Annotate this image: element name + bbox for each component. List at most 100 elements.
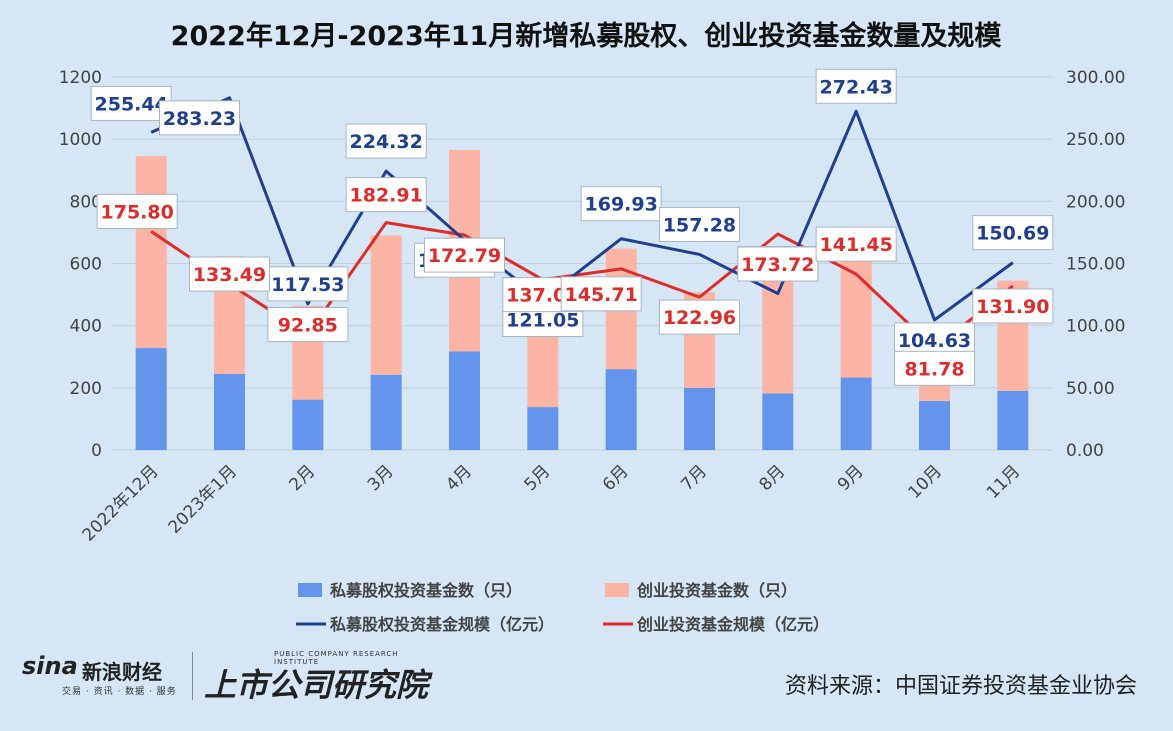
vc-scale-label: 141.45 xyxy=(820,234,893,256)
x-axis-tick: 8月 xyxy=(756,461,790,495)
right-axis-tick: 250.00 xyxy=(1066,130,1125,150)
data-label-box xyxy=(345,177,427,213)
data-labels: 255.44283.23117.53224.32168.75121.05169.… xyxy=(90,68,1054,386)
sina-finance-logo: sina 新浪财经 交易 · 资讯 · 数据 · 服务 xyxy=(22,650,182,700)
right-axis-tick: 50.00 xyxy=(1066,379,1115,399)
x-axis-tick: 6月 xyxy=(599,461,633,495)
data-label-box xyxy=(815,226,897,262)
x-axis-tick: 3月 xyxy=(364,461,398,495)
x-axis-tick: 2023年1月 xyxy=(165,461,241,537)
logo-divider xyxy=(192,652,193,700)
x-axis-tick: 9月 xyxy=(834,461,868,495)
pe-scale-label: 224.32 xyxy=(350,131,423,153)
x-axis-tick: 11月 xyxy=(983,461,1024,502)
legend-vc-count-swatch xyxy=(605,583,629,597)
bar-pe-count xyxy=(762,393,794,450)
left-axis-tick: 400 xyxy=(70,317,102,337)
data-label-box xyxy=(560,276,642,312)
data-label-box xyxy=(424,237,505,273)
x-axis-tick: 2022年12月 xyxy=(79,461,163,545)
bar-pe-count xyxy=(997,390,1029,450)
data-label-box xyxy=(659,206,740,242)
pe-scale-label: 104.63 xyxy=(898,330,971,352)
pe-scale-label: 121.05 xyxy=(506,309,579,331)
vc-scale-label: 92.85 xyxy=(278,315,338,337)
vc-scale-label: 173.72 xyxy=(741,254,814,276)
left-axis-tick: 600 xyxy=(70,255,102,275)
data-label-box xyxy=(815,68,897,104)
pe-scale-label: 169.93 xyxy=(585,194,658,216)
right-axis-tick: 300.00 xyxy=(1066,68,1125,88)
pe-scale-label: 150.69 xyxy=(976,223,1049,245)
bar-pe-count xyxy=(527,407,559,450)
data-label-box xyxy=(894,350,975,386)
right-axis-tick: 0.00 xyxy=(1066,441,1104,461)
left-axis-tick: 1000 xyxy=(59,130,102,150)
data-source: 资料来源：中国证券投资基金业协会 xyxy=(784,674,1137,699)
bar-pe-count xyxy=(292,399,324,450)
right-axis-tick: 200.00 xyxy=(1066,192,1125,212)
right-axis-tick: 150.00 xyxy=(1066,255,1125,275)
pe-scale-label: 255.44 xyxy=(95,93,168,115)
left-axis-tick: 800 xyxy=(70,192,102,212)
legend-pe-count-label: 私募股权投资基金数（只） xyxy=(330,581,522,600)
bar-vc-count xyxy=(370,235,402,375)
bar-pe-count xyxy=(214,373,245,450)
data-label-box xyxy=(659,299,740,335)
sina-finance-name: 新浪财经 xyxy=(82,660,162,684)
vc-scale-label: 133.49 xyxy=(193,264,266,286)
vc-scale-label: 122.96 xyxy=(663,307,736,329)
vc-scale-label: 81.78 xyxy=(904,358,964,380)
data-label-box xyxy=(96,193,178,229)
data-label-box xyxy=(159,100,240,136)
x-axis-tick: 5月 xyxy=(521,461,555,495)
data-label-box xyxy=(267,307,349,343)
sina-finance-tagline: 交易 · 资讯 · 数据 · 服务 xyxy=(62,687,177,697)
bar-pe-count xyxy=(605,369,637,450)
bar-pe-count xyxy=(684,387,715,450)
x-axis-tick: 7月 xyxy=(677,461,711,495)
right-axis-tick: 100.00 xyxy=(1066,317,1125,337)
pe-scale-label: 157.28 xyxy=(663,214,736,236)
bar-pe-count xyxy=(840,377,872,450)
pe-scale-label: 283.23 xyxy=(163,108,236,130)
left-axis-tick: 0 xyxy=(91,441,102,461)
bar-pe-count xyxy=(919,400,950,450)
data-label-box xyxy=(580,186,662,222)
legend: 私募股权投资基金数（只） 创业投资基金数（只） 私募股权投资基金规模（亿元） 创业投资… xyxy=(296,581,829,634)
vc-scale-label: 175.80 xyxy=(101,201,174,223)
bar-vc-count xyxy=(840,238,872,378)
bar-pe-count xyxy=(370,374,402,450)
left-axis-tick: 200 xyxy=(70,379,102,399)
bar-pe-count xyxy=(135,348,167,450)
legend-pe-count-swatch xyxy=(298,583,322,597)
data-label-box xyxy=(345,123,427,159)
x-axis-tick: 10月 xyxy=(905,461,946,502)
vc-scale-label: 131.90 xyxy=(976,296,1049,318)
bar-vc-count xyxy=(135,156,167,349)
x-axis-tick: 4月 xyxy=(442,461,476,495)
data-label-box xyxy=(972,288,1054,324)
data-label-box xyxy=(737,246,819,282)
data-label-box xyxy=(189,256,270,292)
pe-scale-label: 272.43 xyxy=(820,76,893,98)
legend-pe-scale-label: 私募股权投资基金规模（亿元） xyxy=(330,615,554,634)
institute-chinese-name: 上市公司研究院 xyxy=(204,666,429,704)
vc-scale-label: 182.91 xyxy=(350,185,423,207)
institute-english-name: PUBLIC COMPANY RESEARCH INSTITUTE xyxy=(274,650,399,666)
chart-title: 2022年12月-2023年11月新增私募股权、创业投资基金数量及规模 xyxy=(171,20,1002,52)
legend-vc-count-label: 创业投资基金数（只） xyxy=(636,581,797,600)
vc-scale-label: 145.71 xyxy=(565,284,638,306)
pe-scale-label: 117.53 xyxy=(271,274,344,296)
vc-scale-label: 172.79 xyxy=(428,245,501,267)
sina-logo-text: sina xyxy=(22,652,78,680)
left-axis-tick: 1200 xyxy=(59,68,102,88)
bar-vc-count xyxy=(527,330,559,408)
bar-pe-count xyxy=(449,351,480,450)
x-axis-tick: 2月 xyxy=(286,461,320,495)
data-label-box xyxy=(267,266,349,302)
research-institute-logo: PUBLIC COMPANY RESEARCH INSTITUTE 上市公司研究… xyxy=(204,650,434,704)
data-label-box xyxy=(972,215,1054,251)
legend-vc-scale-label: 创业投资基金规模（亿元） xyxy=(636,615,829,634)
